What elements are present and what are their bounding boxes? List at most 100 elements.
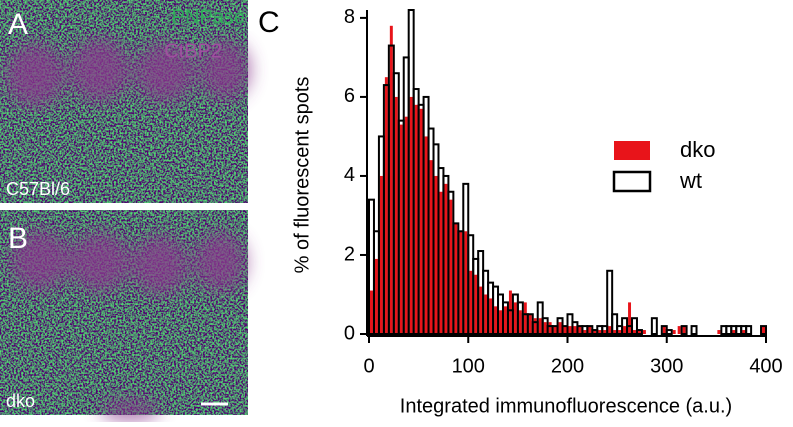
x-tick-label: 300 <box>650 355 683 377</box>
bar <box>583 330 587 334</box>
bar <box>642 330 646 334</box>
y-tick-label: 2 <box>344 243 355 265</box>
bar <box>628 302 632 334</box>
panel-caption: dko <box>6 391 35 411</box>
bar <box>760 325 767 336</box>
bar <box>454 223 458 334</box>
bar <box>419 108 423 334</box>
x-tick-label: 200 <box>551 355 584 377</box>
panel-a <box>0 0 250 203</box>
bar <box>379 175 383 334</box>
bar <box>637 330 641 334</box>
bar <box>603 330 607 334</box>
bar <box>394 96 398 335</box>
bar <box>444 183 448 334</box>
panel-label: B <box>8 222 28 255</box>
bar <box>613 330 617 334</box>
bar <box>434 175 438 334</box>
bar <box>370 290 373 334</box>
legend-swatch <box>614 141 650 160</box>
bar <box>424 136 428 334</box>
x-tick-label: 400 <box>749 355 782 377</box>
y-tick-label: 8 <box>344 6 355 28</box>
bar <box>528 314 532 334</box>
y-tick-label: 4 <box>344 164 355 186</box>
bar <box>650 317 658 336</box>
bar <box>665 329 673 335</box>
channel-label: PNPase <box>172 6 245 28</box>
bar <box>479 286 483 334</box>
bar <box>518 310 522 334</box>
bar <box>568 326 572 334</box>
bar <box>484 294 488 334</box>
legend-swatch <box>612 170 652 193</box>
bar <box>762 326 765 334</box>
bar <box>548 322 552 334</box>
bar <box>429 160 433 334</box>
bar <box>494 306 498 334</box>
bar <box>489 298 493 334</box>
panel-b <box>0 210 248 420</box>
bar <box>389 25 393 335</box>
legend-label: wt <box>679 168 702 193</box>
bar <box>409 96 413 335</box>
bar <box>474 274 478 334</box>
bar <box>573 326 577 334</box>
bar <box>469 270 473 334</box>
panel-caption: C57Bl/6 <box>6 179 70 199</box>
bar <box>558 322 562 334</box>
bar <box>593 330 597 334</box>
bar <box>732 330 736 334</box>
bar <box>618 330 622 334</box>
bar <box>682 326 686 334</box>
bar <box>598 330 602 334</box>
bar <box>606 269 614 335</box>
bar <box>633 330 636 334</box>
y-tick-label: 0 <box>344 322 355 344</box>
bar <box>503 306 507 334</box>
bar <box>563 326 567 334</box>
bar <box>384 77 388 335</box>
y-tick-label: 6 <box>344 85 355 107</box>
legend-label: dko <box>680 137 715 162</box>
bar <box>399 124 403 335</box>
bar <box>623 326 627 334</box>
bar <box>543 322 547 334</box>
bar <box>672 330 676 334</box>
bar <box>523 302 527 334</box>
panel-label: A <box>8 8 28 41</box>
bar <box>588 326 592 334</box>
panel-label: C <box>258 6 280 39</box>
bar <box>374 258 378 334</box>
bar <box>631 317 638 336</box>
bar <box>690 325 698 336</box>
bar <box>404 116 408 335</box>
bar <box>680 325 688 336</box>
bar <box>745 325 753 336</box>
x-tick-label: 0 <box>363 355 374 377</box>
x-axis-title: Integrated immunofluorescence (a.u.) <box>400 395 732 417</box>
bar <box>414 104 418 334</box>
bar <box>611 313 619 335</box>
bar <box>662 326 666 334</box>
y-axis-title: % of fluorescent spots <box>291 77 313 274</box>
bar <box>499 310 502 334</box>
bar <box>533 318 537 334</box>
bar <box>459 231 463 334</box>
bar <box>635 329 643 335</box>
x-tick-label: 100 <box>452 355 485 377</box>
bar <box>717 330 721 334</box>
bar <box>608 326 612 334</box>
channel-label: CtBP2 <box>164 40 222 62</box>
bar <box>742 330 746 334</box>
bar <box>449 199 453 334</box>
bar <box>508 290 512 334</box>
bar <box>538 318 542 334</box>
bar <box>553 326 557 334</box>
bar <box>439 191 443 334</box>
bar <box>578 326 582 334</box>
bar <box>464 231 468 334</box>
bar <box>513 302 517 334</box>
bar <box>677 326 681 334</box>
